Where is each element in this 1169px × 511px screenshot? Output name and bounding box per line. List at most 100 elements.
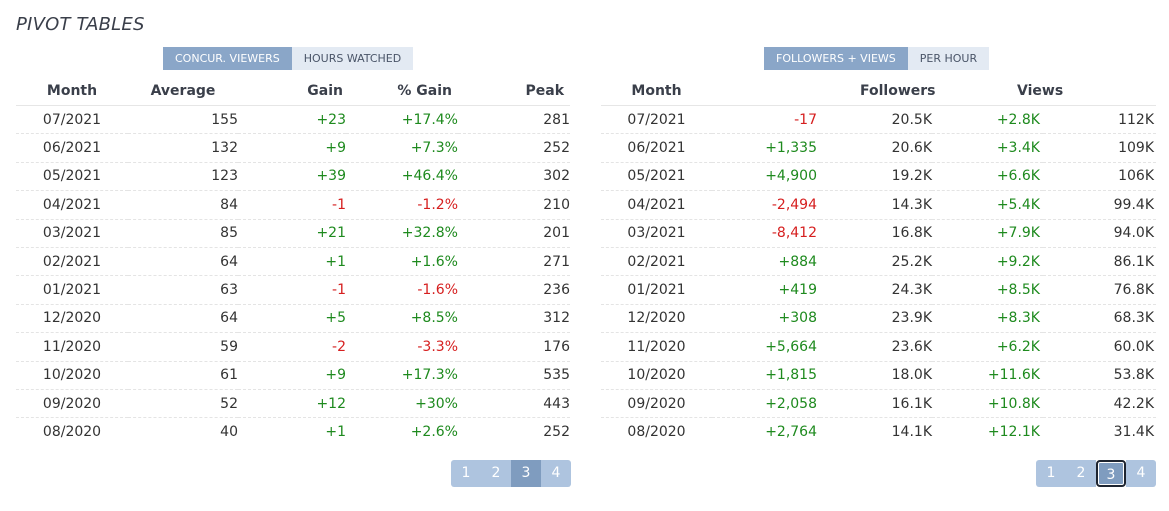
table-row: 05/2021 123 +39 +46.4% 302	[16, 162, 570, 192]
peak-column-header[interactable]: Peak	[458, 77, 570, 106]
month-column-header[interactable]: Month	[16, 77, 128, 106]
right-pagination: 1 2 3 4	[1036, 460, 1156, 487]
followers-cell: 23.9K	[820, 304, 932, 334]
hours-watched-tab[interactable]: HOURS WATCHED	[291, 47, 414, 70]
views-cell: 94.0K	[1043, 219, 1156, 248]
views-cell: 31.4K	[1113, 423, 1154, 440]
month-cell: 05/2021	[601, 162, 712, 192]
table-row: 02/2021 +884 25.2K +9.2K 86.1K	[601, 247, 1156, 277]
pct-gain-cell: -1.6%	[346, 275, 458, 305]
right-page-1-button[interactable]: 1	[1036, 460, 1066, 487]
views-column-header[interactable]: Views	[932, 77, 1156, 106]
followers-gain-cell: -2,494	[712, 190, 820, 220]
table-row: 12/2020 +308 23.9K +8.3K 68.3K	[601, 304, 1156, 334]
month-cell: 08/2020	[42, 423, 102, 440]
views-cell: 42.2K	[1043, 389, 1156, 419]
gain-cell: -1	[238, 190, 346, 220]
peak-cell: 252	[543, 423, 570, 440]
views-gain-cell: +8.5K	[932, 275, 1043, 305]
month-cell: 02/2021	[16, 247, 128, 277]
table-row: 09/2020 52 +12 +30% 443	[16, 389, 570, 419]
peak-cell: 210	[458, 190, 570, 220]
gain-cell: +39	[238, 162, 346, 192]
month-column-header[interactable]: Month	[601, 77, 712, 106]
right-page-2-button[interactable]: 2	[1066, 460, 1096, 487]
right-page-3-button[interactable]: 3	[1096, 460, 1126, 487]
pct-gain-cell: -1.2%	[346, 190, 458, 220]
views-gain-cell: +7.9K	[932, 219, 1043, 248]
average-cell: 63	[128, 275, 238, 305]
table-row: 07/2021 -17 20.5K +2.8K 112K	[601, 105, 1156, 135]
pct-gain-column-header[interactable]: % Gain	[346, 77, 458, 106]
followers-cell: 18.0K	[820, 361, 932, 390]
followers-gain-cell: +419	[712, 275, 820, 305]
page-title: PIVOT TABLES	[16, 14, 145, 35]
followers-gain-cell: -17	[712, 105, 820, 135]
views-gain-cell: +12.1K	[987, 423, 1040, 440]
pct-gain-cell: +46.4%	[346, 162, 458, 192]
pct-gain-cell: +7.3%	[346, 133, 458, 163]
views-cell: 86.1K	[1043, 247, 1156, 277]
followers-views-tab[interactable]: FOLLOWERS + VIEWS	[764, 47, 908, 70]
table-header-row: Month Followers Views	[601, 77, 1156, 106]
table-row: 11/2020 +5,664 23.6K +6.2K 60.0K	[601, 332, 1156, 362]
month-cell: 05/2021	[16, 162, 128, 192]
average-cell: 155	[128, 105, 238, 135]
followers-gain-cell: -8,412	[712, 219, 820, 248]
left-page-1-button[interactable]: 1	[451, 460, 481, 487]
per-hour-tab[interactable]: PER HOUR	[907, 47, 990, 70]
right-page-4-button[interactable]: 4	[1126, 460, 1156, 487]
views-gain-cell: +2.8K	[932, 105, 1043, 135]
month-cell: 01/2021	[601, 275, 712, 305]
table-row: 12/2020 64 +5 +8.5% 312	[16, 304, 570, 334]
average-cell: 85	[128, 219, 238, 248]
pct-gain-cell: +8.5%	[346, 304, 458, 334]
views-cell: 68.3K	[1043, 304, 1156, 334]
average-cell: 132	[128, 133, 238, 163]
views-gain-cell: +11.6K	[932, 361, 1043, 390]
views-gain-cell: +10.8K	[932, 389, 1043, 419]
peak-cell: 443	[458, 389, 570, 419]
left-page-2-button[interactable]: 2	[481, 460, 511, 487]
table-row: 11/2020 59 -2 -3.3% 176	[16, 332, 570, 362]
concur-viewers-tab[interactable]: CONCUR. VIEWERS	[163, 47, 292, 70]
gain-cell: +1	[325, 423, 346, 440]
peak-cell: 271	[458, 247, 570, 277]
right-view-toggle: FOLLOWERS + VIEWS PER HOUR	[764, 47, 990, 70]
gain-cell: -1	[238, 275, 346, 305]
average-cell: 61	[128, 361, 238, 390]
month-cell: 07/2021	[601, 105, 712, 135]
gain-column-header[interactable]: Gain	[238, 77, 346, 106]
gain-cell: -2	[238, 332, 346, 362]
month-cell: 12/2020	[601, 304, 712, 334]
views-gain-cell: +8.3K	[932, 304, 1043, 334]
average-column-header[interactable]: Average	[128, 77, 238, 106]
left-page-3-button[interactable]: 3	[511, 460, 541, 487]
followers-cell: 19.2K	[820, 162, 932, 192]
pct-gain-cell: +17.3%	[346, 361, 458, 390]
pct-gain-cell: +17.4%	[346, 105, 458, 135]
followers-cell: 23.6K	[820, 332, 932, 362]
followers-column-header[interactable]: Followers	[712, 77, 936, 106]
pct-gain-cell: +1.6%	[346, 247, 458, 277]
views-gain-cell: +6.6K	[932, 162, 1043, 192]
month-cell: 03/2021	[16, 219, 128, 248]
pct-gain-cell: -3.3%	[346, 332, 458, 362]
views-gain-cell: +6.2K	[932, 332, 1043, 362]
followers-cell: 20.6K	[820, 133, 932, 163]
month-cell: 09/2020	[601, 389, 712, 419]
followers-cell: 14.1K	[891, 423, 932, 440]
followers-gain-cell: +884	[712, 247, 820, 277]
month-cell: 04/2021	[16, 190, 128, 220]
month-cell: 07/2021	[16, 105, 128, 135]
views-cell: 60.0K	[1043, 332, 1156, 362]
average-cell: 64	[128, 304, 238, 334]
month-cell: 06/2021	[601, 133, 712, 163]
views-cell: 112K	[1043, 105, 1156, 135]
pct-gain-cell: +32.8%	[346, 219, 458, 248]
table-header-row: Month Average Gain % Gain Peak	[16, 77, 570, 106]
table-row: 03/2021 -8,412 16.8K +7.9K 94.0K	[601, 219, 1156, 248]
left-page-4-button[interactable]: 4	[541, 460, 571, 487]
table-row: 05/2021 +4,900 19.2K +6.6K 106K	[601, 162, 1156, 192]
month-cell: 06/2021	[16, 133, 128, 163]
